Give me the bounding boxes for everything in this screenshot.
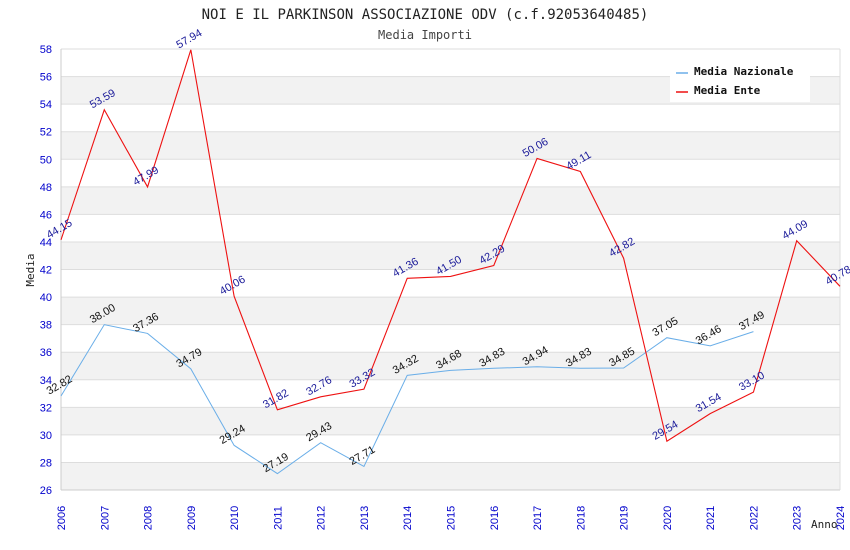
y-tick-label: 56 — [40, 72, 52, 84]
y-tick-label: 38 — [40, 320, 52, 332]
x-axis-label: Anno — [811, 518, 838, 531]
x-tick-label: 2024 — [835, 506, 847, 530]
grid-band — [61, 462, 840, 490]
data-label: 44.09 — [780, 218, 810, 242]
series-line-media-ente — [60, 49, 841, 443]
y-tick-label: 40 — [40, 292, 52, 304]
data-label: 40.06 — [218, 274, 248, 298]
legend: Media Nazionale Media Ente — [670, 60, 810, 102]
legend-label-media-ente: Media Ente — [694, 84, 761, 97]
y-tick-label: 42 — [40, 265, 52, 277]
x-tick-label: 2017 — [532, 506, 544, 530]
x-tick-label: 2020 — [662, 506, 674, 530]
series-line-media-nazionale — [60, 324, 754, 475]
grid-band — [61, 407, 840, 435]
legend-box — [670, 60, 810, 102]
y-tick-label: 48 — [40, 182, 52, 194]
x-tick-label: 2011 — [272, 506, 284, 530]
x-tick-labels: 2006 2007 2008 2009 2010 2011 2012 2013 2014 2015… — [56, 506, 847, 530]
x-tick-label: 2016 — [489, 506, 501, 530]
x-tick-label: 2009 — [186, 506, 198, 530]
x-tick-label: 2008 — [143, 506, 155, 530]
y-tick-label: 36 — [40, 347, 52, 359]
grid-band — [61, 241, 840, 270]
gridlines — [60, 48, 841, 491]
x-tick-label: 2013 — [359, 506, 371, 530]
x-tick-label: 2018 — [575, 506, 587, 530]
chart-title: NOI E IL PARKINSON ASSOCIAZIONE ODV (c.f… — [202, 7, 649, 23]
grid-band — [61, 186, 840, 215]
x-tick-label: 2023 — [792, 506, 804, 530]
grid-band — [61, 297, 840, 325]
x-tick-label: 2007 — [99, 506, 111, 530]
y-tick-label: 46 — [40, 209, 52, 221]
y-tick-label: 52 — [40, 127, 52, 139]
x-tick-label: 2022 — [748, 506, 760, 530]
x-tick-label: 2019 — [619, 506, 631, 530]
x-tick-label: 2015 — [446, 506, 458, 530]
y-tick-label: 34 — [40, 375, 52, 387]
series-group — [60, 49, 841, 475]
y-tick-labels: 26 28 30 32 34 36 38 40 42 44 46 48 50 52 54 56 58 — [40, 44, 52, 497]
x-tick-label: 2021 — [705, 506, 717, 530]
grid-band — [61, 131, 840, 160]
y-tick-label: 50 — [40, 154, 52, 166]
y-tick-label: 44 — [40, 237, 52, 249]
grid-band — [61, 352, 840, 380]
background-bands — [61, 76, 840, 490]
x-tick-label: 2012 — [316, 506, 328, 530]
chart-subtitle: Media Importi — [378, 28, 472, 42]
y-tick-label: 30 — [40, 430, 52, 442]
legend-label-media-nazionale: Media Nazionale — [694, 65, 794, 78]
x-tick-label: 2014 — [402, 506, 414, 530]
y-tick-label: 54 — [40, 99, 52, 111]
y-tick-label: 32 — [40, 402, 52, 414]
x-tick-label: 2010 — [229, 506, 241, 530]
y-tick-label: 28 — [40, 457, 52, 469]
y-tick-label: 58 — [40, 44, 52, 56]
y-axis-label: Media — [24, 253, 37, 286]
data-label: 57.94 — [174, 27, 204, 51]
data-label: 36.46 — [694, 323, 724, 347]
x-tick-label: 2006 — [56, 506, 68, 530]
y-tick-label: 26 — [40, 485, 52, 497]
